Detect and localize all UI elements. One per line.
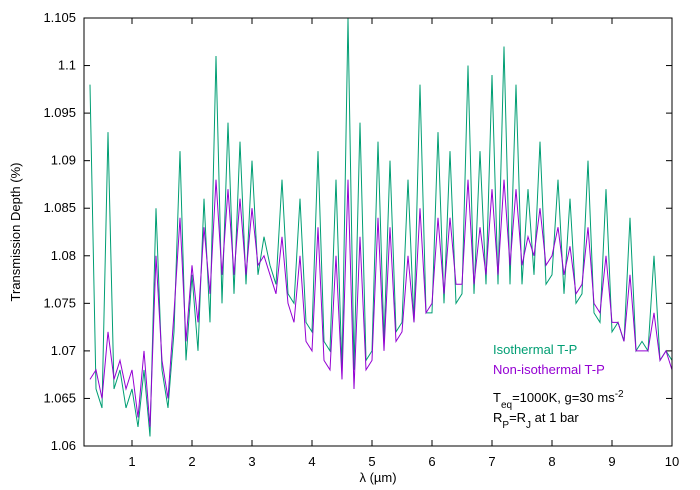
plot-frame [83, 17, 673, 447]
y-tick-label: 1.08 [51, 248, 76, 263]
series-line [89, 179, 673, 428]
y-tick-label: 1.07 [51, 343, 76, 358]
x-tick-label: 9 [608, 454, 615, 469]
y-tick-label: 1.06 [51, 438, 76, 453]
y-tick-label: 1.075 [43, 295, 76, 310]
y-tick-label: 1.1 [58, 58, 76, 73]
x-tick-label: 4 [308, 454, 315, 469]
x-tick-label: 2 [188, 454, 195, 469]
annotation-part: J [526, 420, 531, 431]
x-tick-label: 6 [428, 454, 435, 469]
y-tick-label: 1.085 [43, 200, 76, 215]
y-axis-label: Transmission Depth (%) [8, 163, 23, 302]
x-tick-label: 8 [548, 454, 555, 469]
annotation-part: =1000K, g=30 ms [512, 390, 615, 405]
annotation-part: at 1 bar [531, 410, 579, 425]
annotation: RP=RJ at 1 bar [493, 410, 579, 431]
annotation-part: =R [509, 410, 526, 425]
legend-label: Non-isothermal T-P [493, 362, 605, 377]
annotation-part: T [493, 390, 501, 405]
x-tick-label: 3 [248, 454, 255, 469]
x-tick-label: 1 [128, 454, 135, 469]
x-axis-label: λ (µm) [359, 470, 396, 485]
y-tick-label: 1.065 [43, 390, 76, 405]
x-tick-label: 10 [665, 454, 679, 469]
x-tick-label: 5 [368, 454, 375, 469]
annotation: Teq=1000K, g=30 ms-2 [493, 389, 624, 411]
y-tick-label: 1.095 [43, 105, 76, 120]
y-tick-label: 1.105 [43, 10, 76, 25]
y-tick-label: 1.09 [51, 153, 76, 168]
legend-label: Isothermal T-P [493, 342, 577, 357]
annotation-part: P [502, 420, 509, 431]
x-tick-label: 7 [488, 454, 495, 469]
annotation-part: R [493, 410, 502, 425]
annotation-part: eq [501, 400, 512, 411]
annotation-part: -2 [615, 389, 624, 400]
